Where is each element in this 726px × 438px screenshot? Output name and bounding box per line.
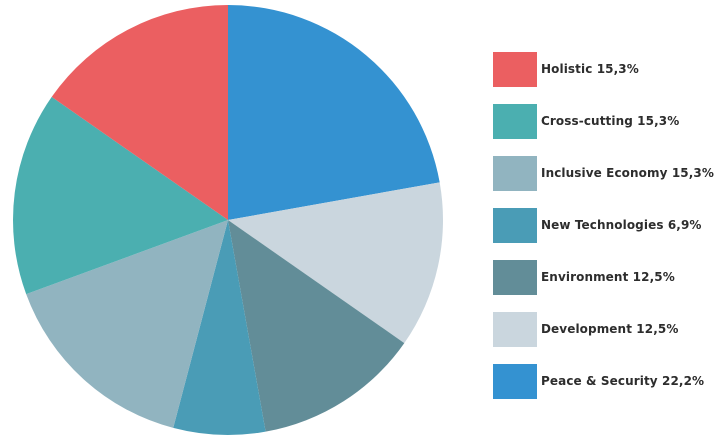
legend-label: Inclusive Economy 15,3% xyxy=(541,166,714,180)
legend-label: New Technologies 6,9% xyxy=(541,218,702,232)
legend-item-cross-cutting: Cross-cutting 15,3% xyxy=(493,103,679,139)
pie-slice-peace-security xyxy=(228,5,440,220)
legend-label: Cross-cutting 15,3% xyxy=(541,114,680,128)
pie-slice-inclusive-economy xyxy=(26,220,229,428)
legend-swatch xyxy=(493,311,537,347)
legend-swatch xyxy=(493,103,537,139)
legend-swatch xyxy=(493,259,537,295)
legend-item-inclusive-economy: Inclusive Economy 15,3% xyxy=(493,155,714,191)
legend-item-environment: Environment 12,5% xyxy=(493,259,675,295)
legend-label: Holistic 15,3% xyxy=(541,62,639,76)
legend-swatch xyxy=(493,155,537,191)
legend-swatch xyxy=(493,363,537,399)
legend-item-peace-security: Peace & Security 22,2% xyxy=(493,363,704,399)
legend-swatch xyxy=(493,51,537,87)
legend-label: Peace & Security 22,2% xyxy=(541,374,705,388)
legend-item-holistic: Holistic 15,3% xyxy=(493,51,639,87)
pie-slice-cross-cutting xyxy=(12,96,229,295)
pie-chart xyxy=(12,5,443,436)
pie-slice-holistic xyxy=(51,5,229,220)
legend-label: Development 12,5% xyxy=(541,322,679,336)
legend-label: Environment 12,5% xyxy=(541,270,675,284)
legend-item-new-technologies: New Technologies 6,9% xyxy=(493,207,702,243)
pie-slice-development xyxy=(228,182,443,344)
pie-slice-new-technologies xyxy=(173,220,266,436)
legend-swatch xyxy=(493,207,537,243)
legend-item-development: Development 12,5% xyxy=(493,311,678,347)
pie-slice-environment xyxy=(228,220,405,432)
